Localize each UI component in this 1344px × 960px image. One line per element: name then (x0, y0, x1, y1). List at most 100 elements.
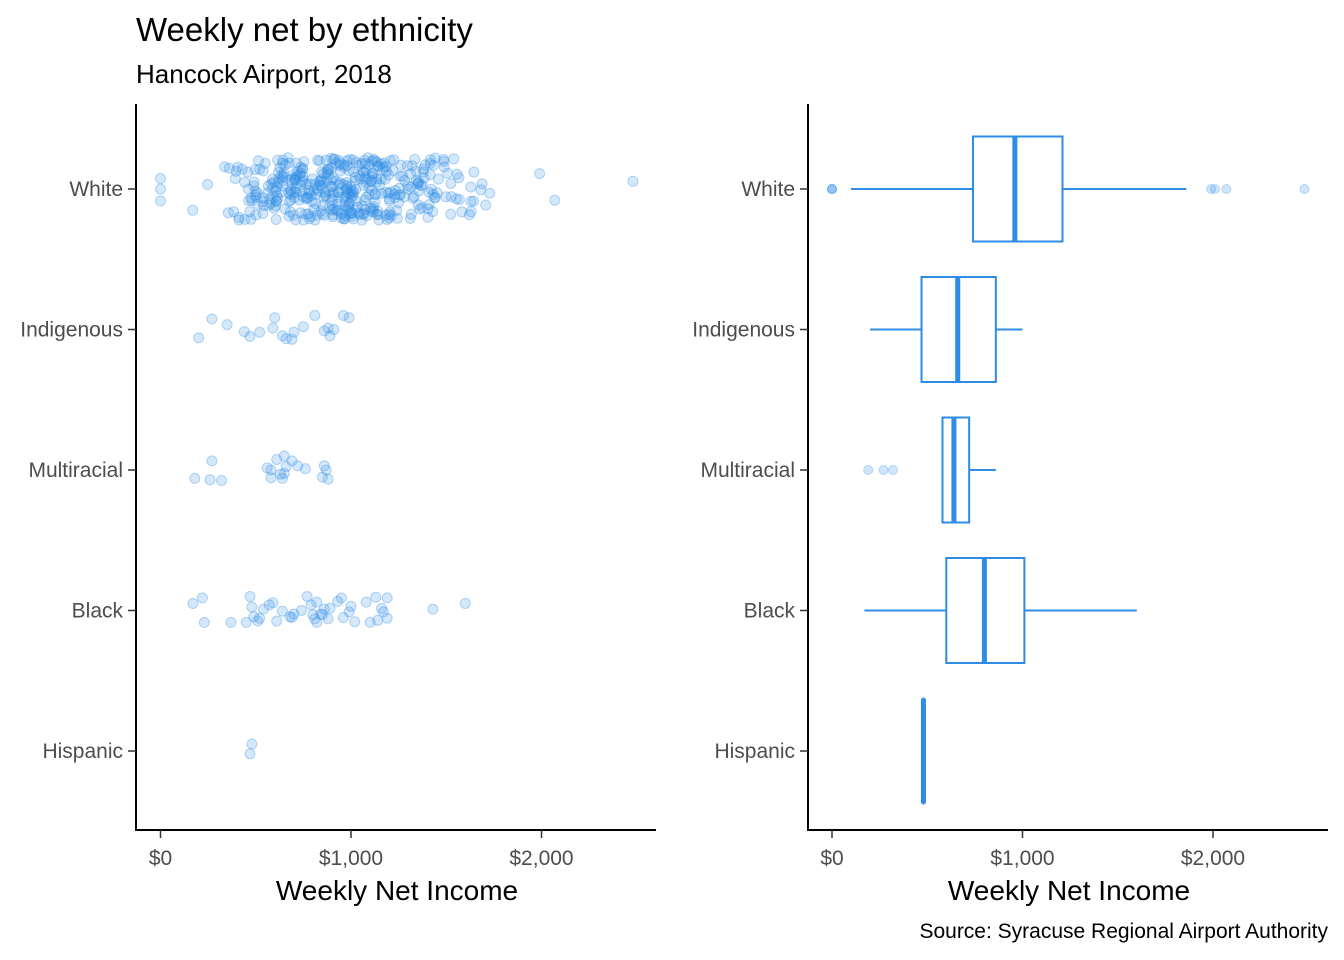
data-point-white (295, 161, 307, 173)
data-point-white (372, 209, 384, 221)
data-point-indigenous (276, 330, 288, 342)
data-point-white (343, 198, 355, 210)
data-point-white (229, 173, 241, 184)
data-point-white (549, 194, 561, 206)
data-point-white (320, 190, 332, 201)
data-point-white (271, 181, 283, 193)
data-point-white (341, 180, 353, 192)
data-point-white (353, 207, 365, 219)
data-point-multiracial (261, 462, 273, 474)
data-point-white (327, 211, 339, 223)
data-point-multiracial (275, 468, 286, 480)
data-point-white (302, 208, 314, 220)
data-point-white (219, 161, 231, 173)
data-point-multiracial (320, 464, 332, 476)
data-point-white (358, 179, 370, 191)
data-point-white (249, 185, 261, 197)
data-point-white (266, 173, 278, 185)
data-point-white (345, 188, 357, 200)
data-point-white (425, 183, 437, 195)
data-point-white (368, 153, 380, 165)
x-tick-label-2000: $2,000 (509, 847, 573, 870)
data-point-white (367, 203, 379, 215)
data-point-white (298, 156, 310, 168)
data-point-white (257, 196, 268, 208)
data-point-white (340, 184, 352, 196)
data-point-white (187, 204, 199, 216)
jitter-plot-panel: White Indigenous Multiracial Black Hispanic $… (20, 104, 656, 906)
data-point-white (415, 180, 427, 192)
data-point-white (327, 199, 339, 211)
data-point-multiracial (204, 474, 216, 486)
data-point-white (407, 192, 419, 204)
data-point-white (155, 195, 166, 207)
data-point-indigenous (309, 310, 321, 321)
data-point-white (332, 191, 344, 203)
data-point-white (394, 170, 406, 182)
data-point-white (263, 199, 275, 211)
box-multiracial (863, 416, 996, 524)
data-point-indigenous (337, 310, 349, 321)
data-point-white (376, 188, 387, 199)
data-point-white (271, 195, 283, 207)
data-point-white (431, 187, 443, 199)
data-point-indigenous (206, 313, 218, 325)
data-point-white (314, 175, 326, 187)
data-point-white (318, 191, 330, 203)
data-point-white (338, 161, 350, 173)
data-point-white (389, 185, 401, 196)
data-point-white (245, 213, 257, 225)
data-point-white (290, 172, 302, 184)
y-tick-label-black: Black (72, 600, 124, 623)
data-point-indigenous (324, 330, 336, 342)
data-point-white (375, 158, 387, 170)
data-point-white (356, 200, 368, 212)
y-tick-label-multiracial: Multiracial (700, 459, 795, 482)
data-point-white (357, 165, 369, 177)
data-point-white (339, 210, 351, 222)
data-point-white (333, 155, 345, 167)
data-point-white (329, 153, 341, 165)
data-point-black (307, 609, 319, 621)
data-point-white (267, 182, 279, 194)
data-point-white (298, 214, 309, 226)
data-point-black (284, 611, 296, 623)
data-point-hispanic (246, 738, 258, 750)
data-point-white (316, 208, 328, 220)
outlier-point (827, 184, 837, 194)
data-point-white (334, 177, 346, 189)
data-point-indigenous (267, 322, 279, 334)
data-point-multiracial (299, 463, 311, 475)
data-point-white (303, 188, 315, 200)
data-point-white (339, 196, 351, 208)
data-point-white (344, 208, 356, 220)
data-point-black (345, 600, 357, 612)
data-point-white (239, 214, 251, 225)
data-point-white (363, 181, 375, 193)
data-point-white (427, 189, 439, 200)
data-point-white (365, 205, 377, 217)
data-point-white (393, 197, 404, 209)
data-point-white (389, 188, 400, 200)
outlier-point (878, 465, 889, 475)
data-point-multiracial (265, 464, 277, 476)
data-point-white (451, 168, 463, 180)
data-point-white (347, 213, 359, 225)
data-point-white (418, 172, 430, 184)
data-point-white (330, 175, 342, 187)
data-point-white (308, 203, 320, 215)
data-point-white (257, 165, 269, 177)
data-point-white (475, 184, 487, 196)
data-point-white (314, 180, 326, 192)
data-point-black (316, 609, 328, 621)
data-point-multiracial (265, 472, 277, 484)
data-point-white (319, 209, 331, 221)
data-point-white (438, 153, 450, 165)
data-point-white (442, 167, 453, 179)
data-point-white (453, 194, 465, 205)
data-point-white (311, 183, 323, 194)
data-point-white (309, 178, 321, 190)
data-point-white (305, 211, 317, 222)
data-point-white (463, 209, 475, 221)
data-point-white (370, 176, 382, 188)
